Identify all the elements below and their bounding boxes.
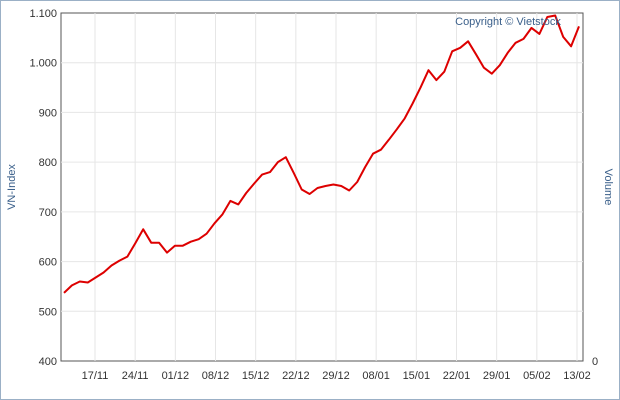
y-axis-ticks: 400 500 600 700 800 900 1.000 1.100 xyxy=(29,8,57,368)
x-axis-ticks: 17/11 24/11 01/12 08/12 15/12 22/12 29/12 08/01… xyxy=(82,370,591,382)
y-tick-label: 700 xyxy=(39,207,57,219)
x-tick-label: 01/12 xyxy=(162,370,190,382)
y2-axis-tick-label: 0 xyxy=(592,356,598,368)
x-tick-label: 29/01 xyxy=(483,370,511,382)
x-tick-label: 17/11 xyxy=(82,370,109,382)
y-tick-label: 800 xyxy=(39,157,57,169)
y-tick-label: 900 xyxy=(39,107,57,119)
x-tick-label: 08/01 xyxy=(362,370,390,382)
copyright-text: Copyright © Vietstock xyxy=(455,16,561,28)
x-tick-label: 15/01 xyxy=(403,370,431,382)
x-tick-label: 08/12 xyxy=(202,370,230,382)
x-tick-label: 15/12 xyxy=(242,370,270,382)
x-tick-label: 13/02 xyxy=(563,370,591,382)
y2-axis-title: Volume xyxy=(602,169,614,206)
x-tick-label: 29/12 xyxy=(322,370,350,382)
x-tick-label: 22/12 xyxy=(282,370,310,382)
y-tick-label: 600 xyxy=(39,257,57,269)
x-tick-label: 24/11 xyxy=(122,370,149,382)
y-axis-title: VN-Index xyxy=(6,164,18,210)
y-tick-label: 1.100 xyxy=(29,8,57,20)
y-tick-label: 1.000 xyxy=(29,58,57,70)
series-group xyxy=(63,14,580,294)
x-tick-label: 05/02 xyxy=(523,370,551,382)
y-tick-label: 500 xyxy=(39,306,57,318)
x-tick-label: 22/01 xyxy=(443,370,471,382)
grid-lines xyxy=(61,13,583,361)
y-tick-label: 400 xyxy=(39,356,57,368)
vn-index-line xyxy=(63,14,580,294)
